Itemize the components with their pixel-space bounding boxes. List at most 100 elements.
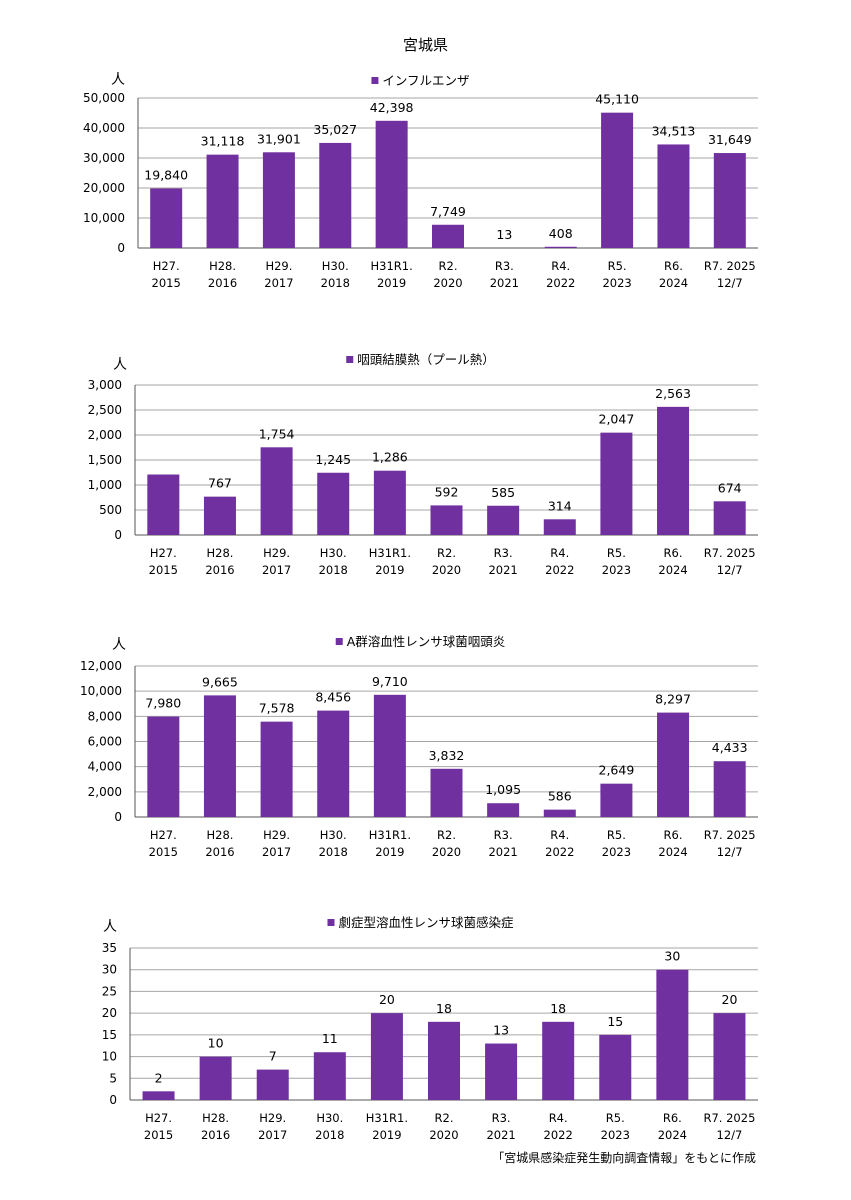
x-tick-label: H28. — [206, 546, 233, 560]
x-tick-label: H30. — [320, 546, 347, 560]
x-tick-label: H29. — [259, 1111, 286, 1125]
bar — [601, 112, 634, 248]
data-label: 1,245 — [315, 452, 351, 467]
data-label: 2,649 — [599, 763, 635, 778]
x-tick-label: R5. — [606, 1111, 625, 1125]
bar — [428, 1021, 460, 1100]
data-label: 45,110 — [595, 92, 639, 107]
chart-title: A群溶血性レンサ球菌咽頭炎 — [335, 634, 506, 649]
data-label: 31,649 — [708, 132, 752, 147]
x-tick-label: H28. — [202, 1111, 229, 1125]
data-label: 1,754 — [259, 426, 295, 441]
bar — [543, 809, 576, 817]
y-tick-label: 3,000 — [88, 378, 122, 392]
data-label: 34,513 — [652, 123, 696, 138]
x-tick-label-sub: 2017 — [258, 1128, 287, 1142]
y-tick-label: 1,000 — [88, 478, 122, 492]
bar — [370, 1013, 403, 1100]
chart-title-text: 劇症型溶血性レンサ球菌感染症 — [338, 915, 513, 930]
x-tick-label: R7. 2025 — [704, 546, 756, 560]
x-tick-label-sub: 2020 — [432, 563, 461, 577]
bar — [313, 1052, 346, 1100]
data-label: 1,095 — [485, 782, 521, 797]
bar — [713, 153, 746, 248]
bar — [260, 447, 293, 535]
bar — [487, 803, 520, 817]
y-tick-label: 30,000 — [83, 151, 125, 165]
x-tick-label-sub: 2016 — [208, 276, 237, 290]
x-tick-label-sub: 2018 — [321, 276, 350, 290]
bar — [656, 969, 689, 1100]
y-tick-label: 2,500 — [88, 403, 122, 417]
x-tick-label: H31R1. — [369, 546, 411, 560]
data-label: 8,456 — [315, 690, 351, 705]
bar — [430, 505, 463, 535]
chart-title: 咽頭結膜熱（プール熱） — [346, 352, 495, 367]
y-tick-label: 500 — [99, 503, 122, 517]
data-label: 408 — [549, 226, 573, 241]
bar — [657, 144, 690, 248]
x-tick-label-sub: 2015 — [149, 563, 178, 577]
bar — [713, 1013, 746, 1100]
x-tick-label-sub: 2023 — [602, 845, 631, 859]
x-tick-label: H27. — [145, 1111, 172, 1125]
x-tick-label-sub: 2022 — [544, 1128, 573, 1142]
y-tick-label: 2,000 — [88, 428, 122, 442]
x-tick-label-sub: 2020 — [432, 845, 461, 859]
y-tick-label: 15 — [102, 1028, 117, 1042]
y-tick-label: 5 — [109, 1071, 117, 1085]
x-tick-label-sub: 2017 — [264, 276, 293, 290]
data-label: 4,433 — [712, 740, 748, 755]
x-tick-label: R7. 2025 — [704, 828, 756, 842]
bar — [256, 1069, 289, 1100]
y-tick-label: 50,000 — [83, 91, 125, 105]
x-tick-label-sub: 2015 — [152, 276, 181, 290]
legend-swatch — [335, 638, 343, 645]
x-tick-label-sub: 2022 — [546, 276, 575, 290]
x-tick-label: H27. — [150, 546, 177, 560]
x-tick-label-sub: 2020 — [433, 276, 462, 290]
x-tick-label-sub: 2023 — [602, 563, 631, 577]
bar — [657, 406, 690, 535]
y-tick-label: 10,000 — [80, 684, 122, 698]
data-label: 18 — [550, 1001, 566, 1016]
bar — [375, 120, 408, 248]
bar — [600, 783, 633, 817]
x-tick-label: R2. — [437, 828, 456, 842]
x-tick-label: R4. — [550, 828, 569, 842]
data-label: 20 — [722, 992, 738, 1007]
bar — [487, 505, 520, 535]
data-label: 15 — [607, 1014, 623, 1029]
y-tick-label: 10 — [102, 1050, 117, 1064]
y-tick-label: 1,500 — [88, 453, 122, 467]
chart-title-text: インフルエンザ — [382, 73, 469, 88]
bar — [199, 1056, 232, 1100]
stss-chart: 劇症型溶血性レンサ球菌感染症人051015202530352H27.201510… — [102, 915, 758, 1142]
y-tick-label: 0 — [117, 241, 125, 255]
data-label: 1,286 — [372, 450, 408, 465]
chart-title-text: 咽頭結膜熱（プール熱） — [357, 352, 495, 367]
x-tick-label: H29. — [265, 259, 292, 273]
x-tick-label: R7. 2025 — [704, 1111, 756, 1125]
data-label: 9,710 — [372, 674, 408, 689]
x-tick-label: R2. — [437, 546, 456, 560]
y-axis-label: 人 — [103, 919, 117, 935]
y-axis-label: 人 — [113, 357, 127, 373]
x-tick-label: R6. — [664, 546, 683, 560]
data-label: 9,665 — [202, 674, 238, 689]
bar — [600, 432, 633, 535]
x-tick-label: R3. — [494, 828, 513, 842]
influenza-chart: インフルエンザ 人 0 10,000 20,000 30,000 40,000 50,000 1… — [83, 72, 758, 290]
pharyngoconjunctival-fever-chart: 咽頭結膜熱（プール熱） 人 0 500 1,000 1,500 2,000 2,500 3,00… — [88, 352, 758, 577]
x-tick-label: R4. — [550, 546, 569, 560]
x-tick-label: R3. — [492, 1111, 511, 1125]
x-tick-label: R7. 2025 — [704, 259, 756, 273]
data-label: 3,832 — [429, 748, 465, 763]
x-tick-label-sub: 12/7 — [717, 1128, 743, 1142]
chart-title-text: A群溶血性レンサ球菌咽頭炎 — [347, 634, 506, 649]
chart-title: インフルエンザ — [371, 73, 470, 88]
data-label: 8,297 — [655, 692, 691, 707]
bar — [203, 496, 236, 535]
x-tick-label: R2. — [439, 259, 458, 273]
x-tick-label-sub: 2024 — [658, 563, 687, 577]
